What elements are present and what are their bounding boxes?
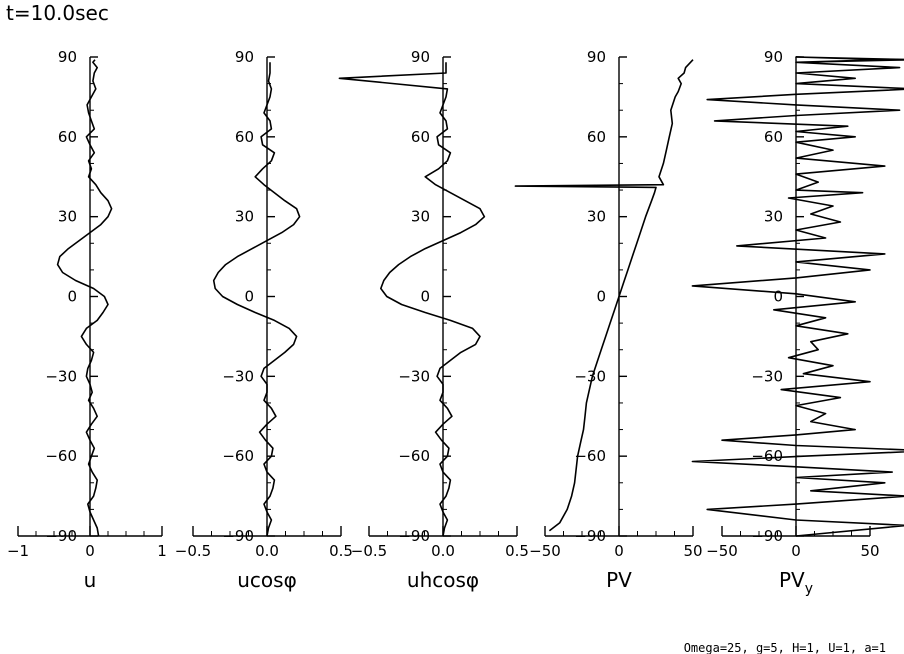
y-tick-label: 90 <box>587 48 606 66</box>
x-tick-label: −1 <box>7 542 29 560</box>
y-tick-label: −60 <box>45 447 77 465</box>
x-axis-label: ucosφ <box>237 568 297 592</box>
y-tick-label: −30 <box>222 367 254 385</box>
panel-2: −0.5 0.0 0.5 90 60 30 0 −30 −60 −90 ucosφ <box>175 48 353 592</box>
y-tick-label: −90 <box>222 527 254 545</box>
y-tick-label: 0 <box>244 288 254 306</box>
y-tick-label: 30 <box>411 208 430 226</box>
x-axis-label-subscript: y <box>805 581 813 597</box>
y-tick-label: 60 <box>411 128 430 146</box>
x-tick-label: 0.0 <box>431 542 455 560</box>
y-tick-label: 0 <box>67 288 77 306</box>
x-tick-label: 0.0 <box>255 542 279 560</box>
y-tick-label: 60 <box>235 128 254 146</box>
x-tick-label: −0.5 <box>351 542 387 560</box>
y-tick-label: 0 <box>420 288 430 306</box>
y-tick-label: −90 <box>45 527 77 545</box>
x-axis-label: uhcosφ <box>407 568 479 592</box>
series-line <box>212 62 301 537</box>
y-tick-label: −60 <box>751 447 783 465</box>
y-tick-label: 90 <box>411 48 430 66</box>
y-tick-label: 0 <box>596 288 606 306</box>
x-tick-label: −0.5 <box>175 542 211 560</box>
y-tick-label: 90 <box>764 48 783 66</box>
y-tick-label: 30 <box>58 208 77 226</box>
x-axis-label: PVy <box>779 568 813 597</box>
panel-5: −50 0 50 90 60 30 0 −30 −60 −90 PVy <box>691 48 904 597</box>
x-axis-label: u <box>84 568 97 592</box>
panel-1: −1 0 1 90 60 30 0 −30 −60 −90 u <box>7 48 167 592</box>
x-tick-label: 0.5 <box>505 542 529 560</box>
x-tick-label: −50 <box>529 542 561 560</box>
y-tick-label: −60 <box>574 447 606 465</box>
panel-3: −0.5 0.0 0.5 90 60 30 0 −30 −60 −90 uhcosφ <box>338 48 529 592</box>
x-tick-label: 1 <box>157 542 167 560</box>
y-tick-label: 0 <box>773 288 783 306</box>
series-line <box>514 59 694 532</box>
chart-title: t=10.0sec <box>6 1 109 25</box>
y-tick-label: −30 <box>45 367 77 385</box>
y-tick-label: 60 <box>587 128 606 146</box>
y-tick-label: 30 <box>235 208 254 226</box>
y-tick-label: 60 <box>764 128 783 146</box>
x-tick-label: 0 <box>614 542 624 560</box>
x-axis-label: PV <box>606 568 632 592</box>
y-tick-label: 90 <box>235 48 254 66</box>
panel-4: −50 0 50 90 60 30 0 −30 −60 −90 PV <box>514 48 703 592</box>
y-tick-label: −30 <box>398 367 430 385</box>
y-tick-label: −90 <box>751 527 783 545</box>
y-tick-label: 30 <box>587 208 606 226</box>
panels: −1 0 1 90 60 30 0 −30 −60 −90 u −0.5 0.0 0.5 90 60 30 0 −3… <box>7 48 904 597</box>
y-tick-label: −30 <box>574 367 606 385</box>
x-axis-label-main: PV <box>779 568 805 592</box>
series-line <box>56 59 113 537</box>
series-line <box>338 62 486 537</box>
series-line <box>691 56 904 537</box>
y-tick-label: −60 <box>398 447 430 465</box>
y-tick-label: −30 <box>751 367 783 385</box>
y-tick-label: −60 <box>222 447 254 465</box>
x-tick-label: −50 <box>706 542 738 560</box>
y-tick-label: 60 <box>58 128 77 146</box>
y-tick-label: 90 <box>58 48 77 66</box>
parameter-caption: Omega=25, g=5, H=1, U=1, a=1 <box>684 641 886 654</box>
y-tick-label: −90 <box>398 527 430 545</box>
x-tick-label: 0.5 <box>329 542 353 560</box>
x-tick-label: 50 <box>683 542 702 560</box>
y-tick-label: 30 <box>764 208 783 226</box>
x-tick-label: 0 <box>791 542 801 560</box>
x-tick-label: 50 <box>860 542 879 560</box>
y-tick-label: −90 <box>574 527 606 545</box>
x-tick-label: 0 <box>85 542 95 560</box>
